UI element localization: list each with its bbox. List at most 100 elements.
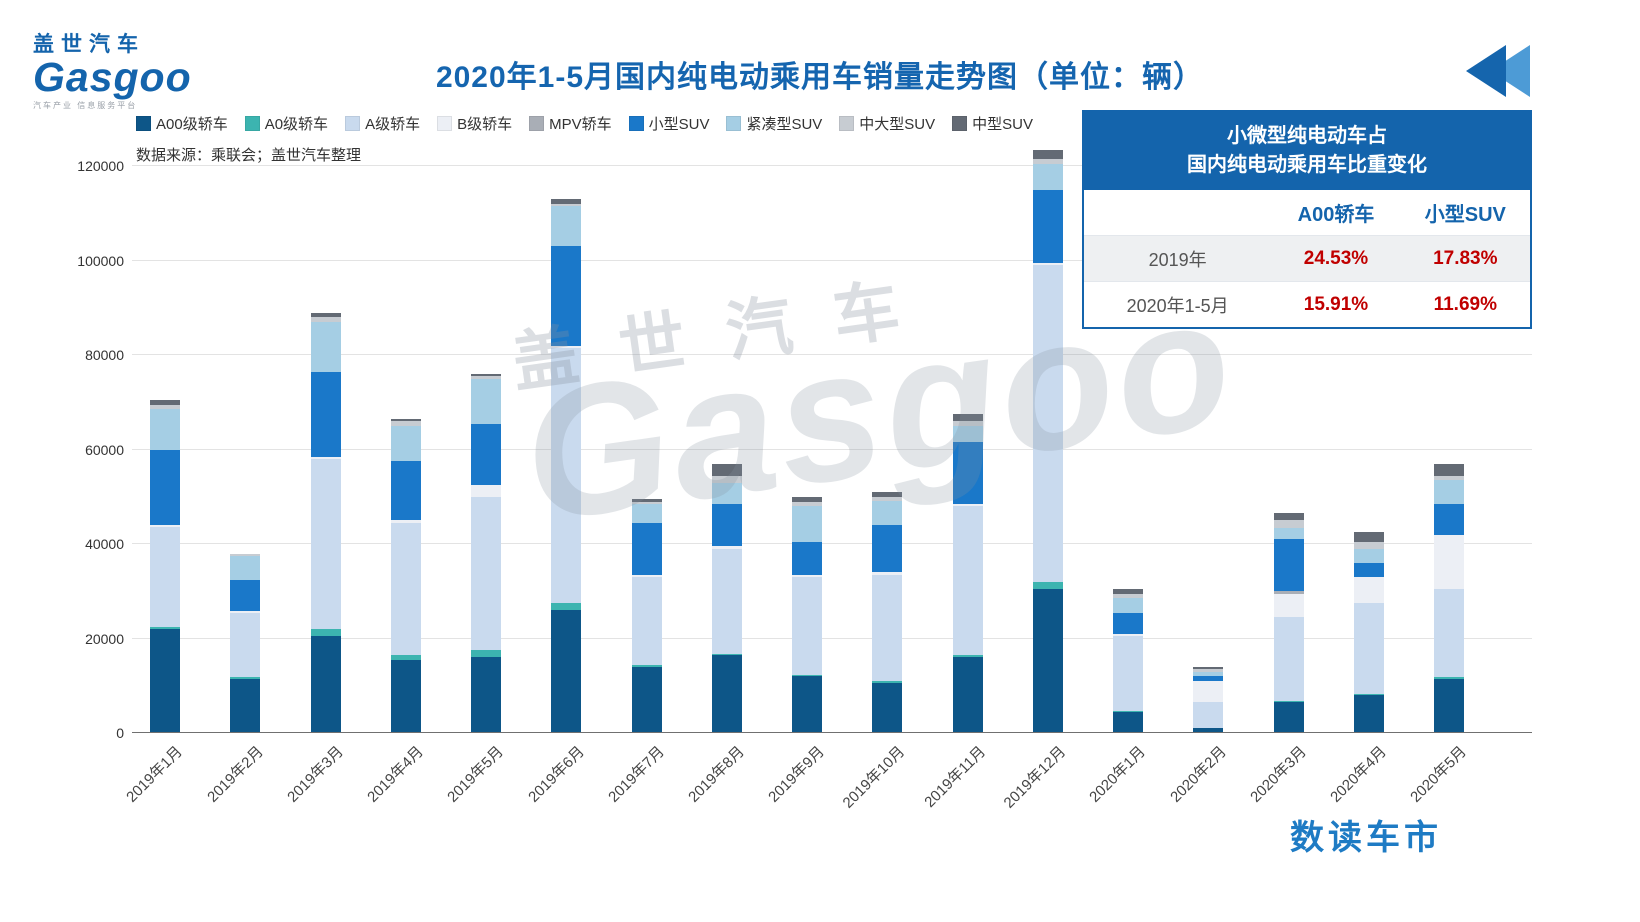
x-axis-label: 2020年4月 [1327,743,1390,806]
x-axis-line [132,732,1532,733]
bar-segment [1434,678,1464,733]
gasgoo-logo: 盖世汽车 Gasgoo 汽车产业 信息服务平台 [33,34,192,110]
legend-label: 中大型SUV [859,116,936,133]
bars [132,143,1532,733]
legend-label: B级轿车 [457,116,513,133]
bar-segment [1353,603,1384,694]
bar-segment [711,482,742,504]
bar-segment [631,666,662,733]
x-axis-label-cell: 2019年8月 [685,733,748,806]
bar-segment [1193,669,1224,672]
x-axis-labels: 2019年1月 2019年2月 2019年3月 2019年4月 2019年5月 2019年… [123,733,1532,812]
bar-segment [1353,693,1384,696]
rewind-triangles-icon [1466,45,1530,97]
bar-segment [1032,163,1063,190]
bar-segment [1273,591,1304,594]
gridline [132,165,1532,166]
bar-segment [471,373,501,377]
bar-segment [1032,581,1063,589]
x-axis-label-cell: 2020年1月 [1086,733,1149,806]
bar-segment [711,653,742,656]
legend-item: A0级轿车 [244,113,328,134]
legend: A00级轿车 A0级轿车 A级轿车 B级轿车 MPV轿车 小型SUV 紧凑型SUV 中大型SU… [136,113,1033,134]
bar-segment [1193,676,1224,682]
bar-segment [952,506,983,656]
legend-label: 小型SUV [648,116,710,133]
bar-segment [872,525,903,573]
bar-segment [310,312,341,318]
legend-swatch [529,116,545,131]
bar-segment [390,659,421,733]
bar-segment [1353,541,1384,549]
bar-segment [390,425,421,462]
bar-segment [631,574,662,578]
y-axis-tick-label: 120000 [77,158,124,174]
source-note: 数据来源：乘联会；盖世汽车整理 [136,147,362,164]
bar-segment [1193,671,1224,677]
bar-segment [952,503,983,507]
x-axis-label: 2019年7月 [604,743,668,806]
legend-swatch [345,116,361,131]
legend-label: 中型SUV [972,116,1033,133]
gridline [132,448,1532,450]
bar-segment [631,665,662,667]
bar-segment [471,378,501,424]
bar-column [390,418,421,733]
bar-segment [952,421,983,426]
bar-segment [792,506,822,542]
table-row-2019: 2019年 24.53% 17.83% [1084,235,1530,281]
legend-item: MPV轿车 [529,113,612,134]
bar-segment [1434,534,1464,589]
bar-segment [1273,593,1304,618]
bar-segment [1273,539,1304,592]
bar-segment [872,492,903,497]
value-2019-suv: 17.83% [1433,247,1498,269]
x-axis-label: 2019年11月 [920,743,989,811]
bar-segment [551,246,582,346]
page-title: 2020年1-5月国内纯电动乘用车销量走势图（单位：辆） [435,61,1205,94]
bar-segment [390,522,421,656]
bar-segment [792,674,822,677]
x-axis-label: 2019年4月 [364,743,427,806]
table-title-line2: 国内纯电动乘用车比重变化 [1187,154,1427,176]
x-axis-label: 2019年1月 [123,743,187,806]
bar-segment [150,527,180,627]
bar-column [1434,463,1464,733]
bar-segment [872,574,903,682]
x-axis-label-cell: 2020年3月 [1247,733,1310,806]
legend-item: 中大型SUV [839,113,935,134]
legend-item: 中型SUV [952,113,1033,134]
bar-segment [711,475,742,483]
bar-segment [1032,149,1063,159]
x-axis-label-cell: 2019年12月 [1000,733,1069,812]
bar-segment [711,503,742,547]
bar-segment [471,376,501,379]
bar-column [1113,588,1143,733]
bar-segment [952,657,983,733]
gridline [132,543,1532,544]
x-axis-label: 2019年2月 [203,743,267,806]
bar-segment [872,683,903,733]
bar-segment [872,681,903,684]
bar-segment [390,421,421,426]
bar-segment [711,655,742,733]
bar-segment [792,496,822,502]
bar-segment [631,577,662,666]
gasgoo-logo-cn: 盖世汽车 [33,33,145,56]
y-axis-tick-label: 40000 [85,536,124,552]
bar-segment [1113,636,1143,711]
table-col-a00: A00轿车 [1297,204,1375,226]
bar-segment [1193,701,1224,728]
bar-segment [952,655,983,658]
gridline [132,354,1532,355]
bar-segment [1113,711,1143,733]
bar-segment [792,541,822,575]
bar-segment [1032,189,1063,263]
y-axis-tick-label: 100000 [77,252,124,269]
bar-segment [952,442,983,504]
bar-segment [1353,695,1384,733]
bar-segment [551,610,582,733]
y-axis-tick-label: 20000 [85,630,124,647]
bar-column [631,499,662,733]
